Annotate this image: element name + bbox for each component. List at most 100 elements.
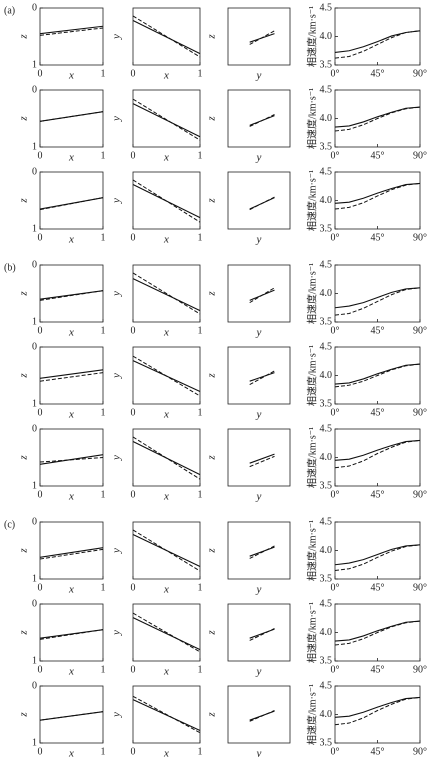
x-axis-label: y <box>256 748 262 757</box>
axes-frame <box>132 346 201 405</box>
y-tick-label: 3.5 <box>320 398 333 409</box>
axes-frame <box>39 603 104 662</box>
y-axis-label: z <box>18 373 30 379</box>
series-line <box>39 290 104 301</box>
y-tick-label: 4.5 <box>320 341 333 352</box>
panel-label: (c) <box>4 519 15 530</box>
y-axis-label: 相速度/km·s⁻¹ <box>305 6 318 67</box>
y-tick-label: 4.0 <box>320 31 333 42</box>
series-line <box>249 114 275 127</box>
x-axis-label: y <box>256 584 262 596</box>
x-tick-label: 90° <box>413 150 427 161</box>
x-axis-label: x <box>163 409 169 421</box>
y-axis-label: y <box>111 291 123 297</box>
axes-frame <box>132 7 201 66</box>
y-tick-label: 4.0 <box>320 452 333 463</box>
series-line <box>39 711 104 721</box>
y-tick-label: 1 <box>32 398 37 409</box>
y-tick-label: 1 <box>32 223 37 234</box>
y-axis-label: 相速度/km·s⁻¹ <box>305 684 318 745</box>
y-tick-label: 0 <box>32 341 37 352</box>
y-axis-label: y <box>111 116 123 122</box>
y-axis-label: z <box>206 116 218 122</box>
series-line <box>249 370 275 386</box>
series-line <box>249 628 275 639</box>
series-line <box>39 629 104 640</box>
x-tick-label: 1 <box>101 232 106 243</box>
series-line <box>39 197 104 211</box>
x-tick-label: 0 <box>38 664 43 675</box>
series-line <box>249 287 275 304</box>
y-axis-label: z <box>18 712 30 718</box>
y-axis-label: z <box>206 630 218 636</box>
y-tick-label: 0 <box>32 423 37 434</box>
x-tick-label: 1 <box>198 746 203 757</box>
x-tick-label: 90° <box>413 582 427 593</box>
x-tick-label: 0 <box>131 489 136 500</box>
x-tick-label: 45° <box>371 664 385 675</box>
series-line <box>249 628 275 641</box>
x-tick-label: 0 <box>38 407 43 418</box>
x-tick-label: 0 <box>131 582 136 593</box>
y-axis-label: z <box>206 455 218 461</box>
x-tick-label: 45° <box>371 407 385 418</box>
x-tick-label: 1 <box>101 68 106 79</box>
x-tick-label: 0 <box>38 232 43 243</box>
x-axis-label: x <box>68 584 74 596</box>
series-line <box>334 182 421 210</box>
axes-frame <box>227 346 291 405</box>
axes-frame <box>132 171 201 230</box>
x-tick-label: 45° <box>371 489 385 500</box>
x-axis-label: x <box>68 327 74 339</box>
y-tick-label: 4.5 <box>320 2 333 13</box>
x-tick-label: 1 <box>101 746 106 757</box>
y-tick-label: 4.5 <box>320 598 333 609</box>
x-axis-label: x <box>68 748 74 757</box>
x-axis-label: y <box>256 666 262 678</box>
series-line <box>132 529 201 572</box>
y-tick-label: 1 <box>32 316 37 327</box>
series-line <box>334 287 421 316</box>
axes-frame <box>227 685 291 744</box>
x-tick-label: 0° <box>331 325 340 336</box>
axes-frame <box>334 685 421 744</box>
x-axis-label: y <box>256 70 262 82</box>
series-line <box>39 457 104 463</box>
x-axis-label: x <box>163 70 169 82</box>
y-tick-label: 3.5 <box>320 480 333 491</box>
axes-frame <box>132 685 201 744</box>
series-line <box>132 179 201 223</box>
x-tick-label: 0 <box>38 489 43 500</box>
series-line <box>334 544 421 571</box>
y-axis-label: z <box>18 34 30 40</box>
axes-frame <box>39 89 104 148</box>
series-line <box>132 436 201 480</box>
series-line <box>132 98 201 141</box>
x-tick-label: 0 <box>131 150 136 161</box>
y-axis-label: z <box>18 116 30 122</box>
y-tick-label: 4.0 <box>320 709 333 720</box>
series-line <box>39 369 104 379</box>
x-axis-label: x <box>163 584 169 596</box>
y-axis-label: 相速度/km·s⁻¹ <box>305 88 318 149</box>
x-axis-label: x <box>68 70 74 82</box>
axes-frame <box>132 428 201 487</box>
x-axis-label: x <box>163 152 169 164</box>
y-tick-label: 0 <box>32 680 37 691</box>
y-axis-label: 相速度/km·s⁻¹ <box>305 170 318 231</box>
series-line <box>249 710 275 722</box>
y-axis-label: z <box>206 373 218 379</box>
y-tick-label: 0 <box>32 259 37 270</box>
series-line <box>334 363 421 388</box>
series-line <box>39 547 104 558</box>
y-axis-label: z <box>206 34 218 40</box>
y-axis-label: z <box>206 198 218 204</box>
series-line <box>334 106 421 132</box>
y-axis-label: z <box>18 630 30 636</box>
x-tick-label: 90° <box>413 489 427 500</box>
x-axis-label: y <box>256 409 262 421</box>
x-tick-label: 1 <box>101 582 106 593</box>
x-axis-label: x <box>163 234 169 246</box>
x-tick-label: 0 <box>131 746 136 757</box>
series-line <box>132 272 201 315</box>
